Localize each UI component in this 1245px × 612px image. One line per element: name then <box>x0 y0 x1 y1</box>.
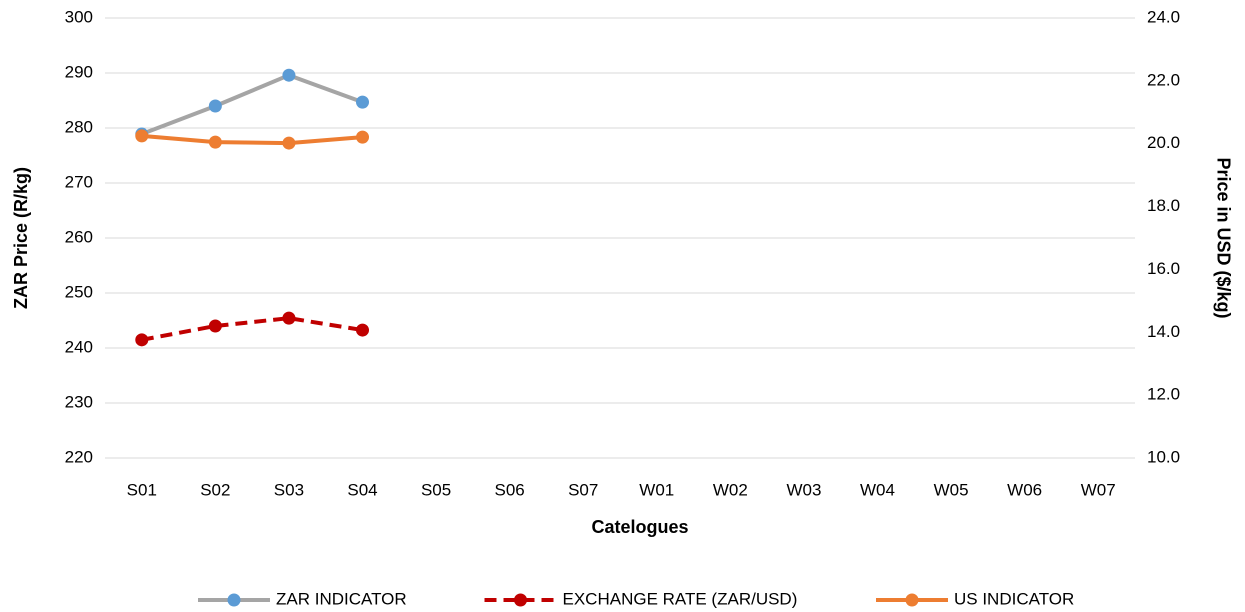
y2-tick-label: 20.0 <box>1147 133 1180 152</box>
x-tick-label: S03 <box>274 480 304 499</box>
y-tick-label: 280 <box>65 117 93 136</box>
y2-tick-label: 10.0 <box>1147 447 1180 466</box>
x-tick-label: W07 <box>1081 480 1116 499</box>
y-tick-label: 230 <box>65 392 93 411</box>
marker <box>208 319 222 333</box>
legend-label: EXCHANGE RATE (ZAR/USD) <box>563 589 798 608</box>
marker <box>208 135 222 149</box>
x-axis-title: Catelogues <box>591 517 688 537</box>
x-tick-label: S02 <box>200 480 230 499</box>
y-tick-label: 260 <box>65 227 93 246</box>
x-tick-label: W06 <box>1007 480 1042 499</box>
legend-marker <box>227 593 241 607</box>
legend-marker <box>514 593 527 607</box>
y2-tick-label: 24.0 <box>1147 7 1180 26</box>
x-tick-label: S05 <box>421 480 451 499</box>
legend-label: ZAR INDICATOR <box>276 589 407 608</box>
x-tick-label: S06 <box>495 480 525 499</box>
y-tick-label: 250 <box>65 282 93 301</box>
y-tick-label: 240 <box>65 337 93 356</box>
y2-tick-label: 18.0 <box>1147 196 1180 215</box>
x-tick-label: W05 <box>934 480 969 499</box>
x-tick-label: W02 <box>713 480 748 499</box>
y2-tick-label: 14.0 <box>1147 322 1180 341</box>
legend-marker <box>905 593 919 607</box>
x-tick-label: S07 <box>568 480 598 499</box>
marker <box>282 311 296 325</box>
marker <box>135 129 149 143</box>
y2-tick-label: 16.0 <box>1147 259 1180 278</box>
marker <box>135 333 149 347</box>
y2-tick-label: 12.0 <box>1147 385 1180 404</box>
x-tick-label: W03 <box>786 480 821 499</box>
y-tick-label: 300 <box>65 7 93 26</box>
legend-label: US INDICATOR <box>954 589 1074 608</box>
marker <box>282 68 296 82</box>
marker <box>356 130 369 144</box>
y2-tick-label: 22.0 <box>1147 70 1180 89</box>
x-tick-label: S01 <box>127 480 157 499</box>
series-line <box>141 316 363 342</box>
y-tick-label: 270 <box>65 172 93 191</box>
y-tick-label: 290 <box>65 62 93 81</box>
x-tick-label: S04 <box>347 480 377 499</box>
x-tick-label: W01 <box>639 480 674 499</box>
marker <box>282 136 296 150</box>
y-axis-title: ZAR Price (R/kg) <box>11 167 31 309</box>
marker <box>208 99 222 113</box>
x-tick-label: W04 <box>860 480 895 499</box>
series-line <box>141 133 363 146</box>
y2-axis-title: Price in USD ($/kg) <box>1213 157 1233 318</box>
series-line <box>141 73 364 136</box>
marker <box>356 323 369 337</box>
marker <box>356 95 369 109</box>
y-tick-label: 220 <box>65 447 93 466</box>
